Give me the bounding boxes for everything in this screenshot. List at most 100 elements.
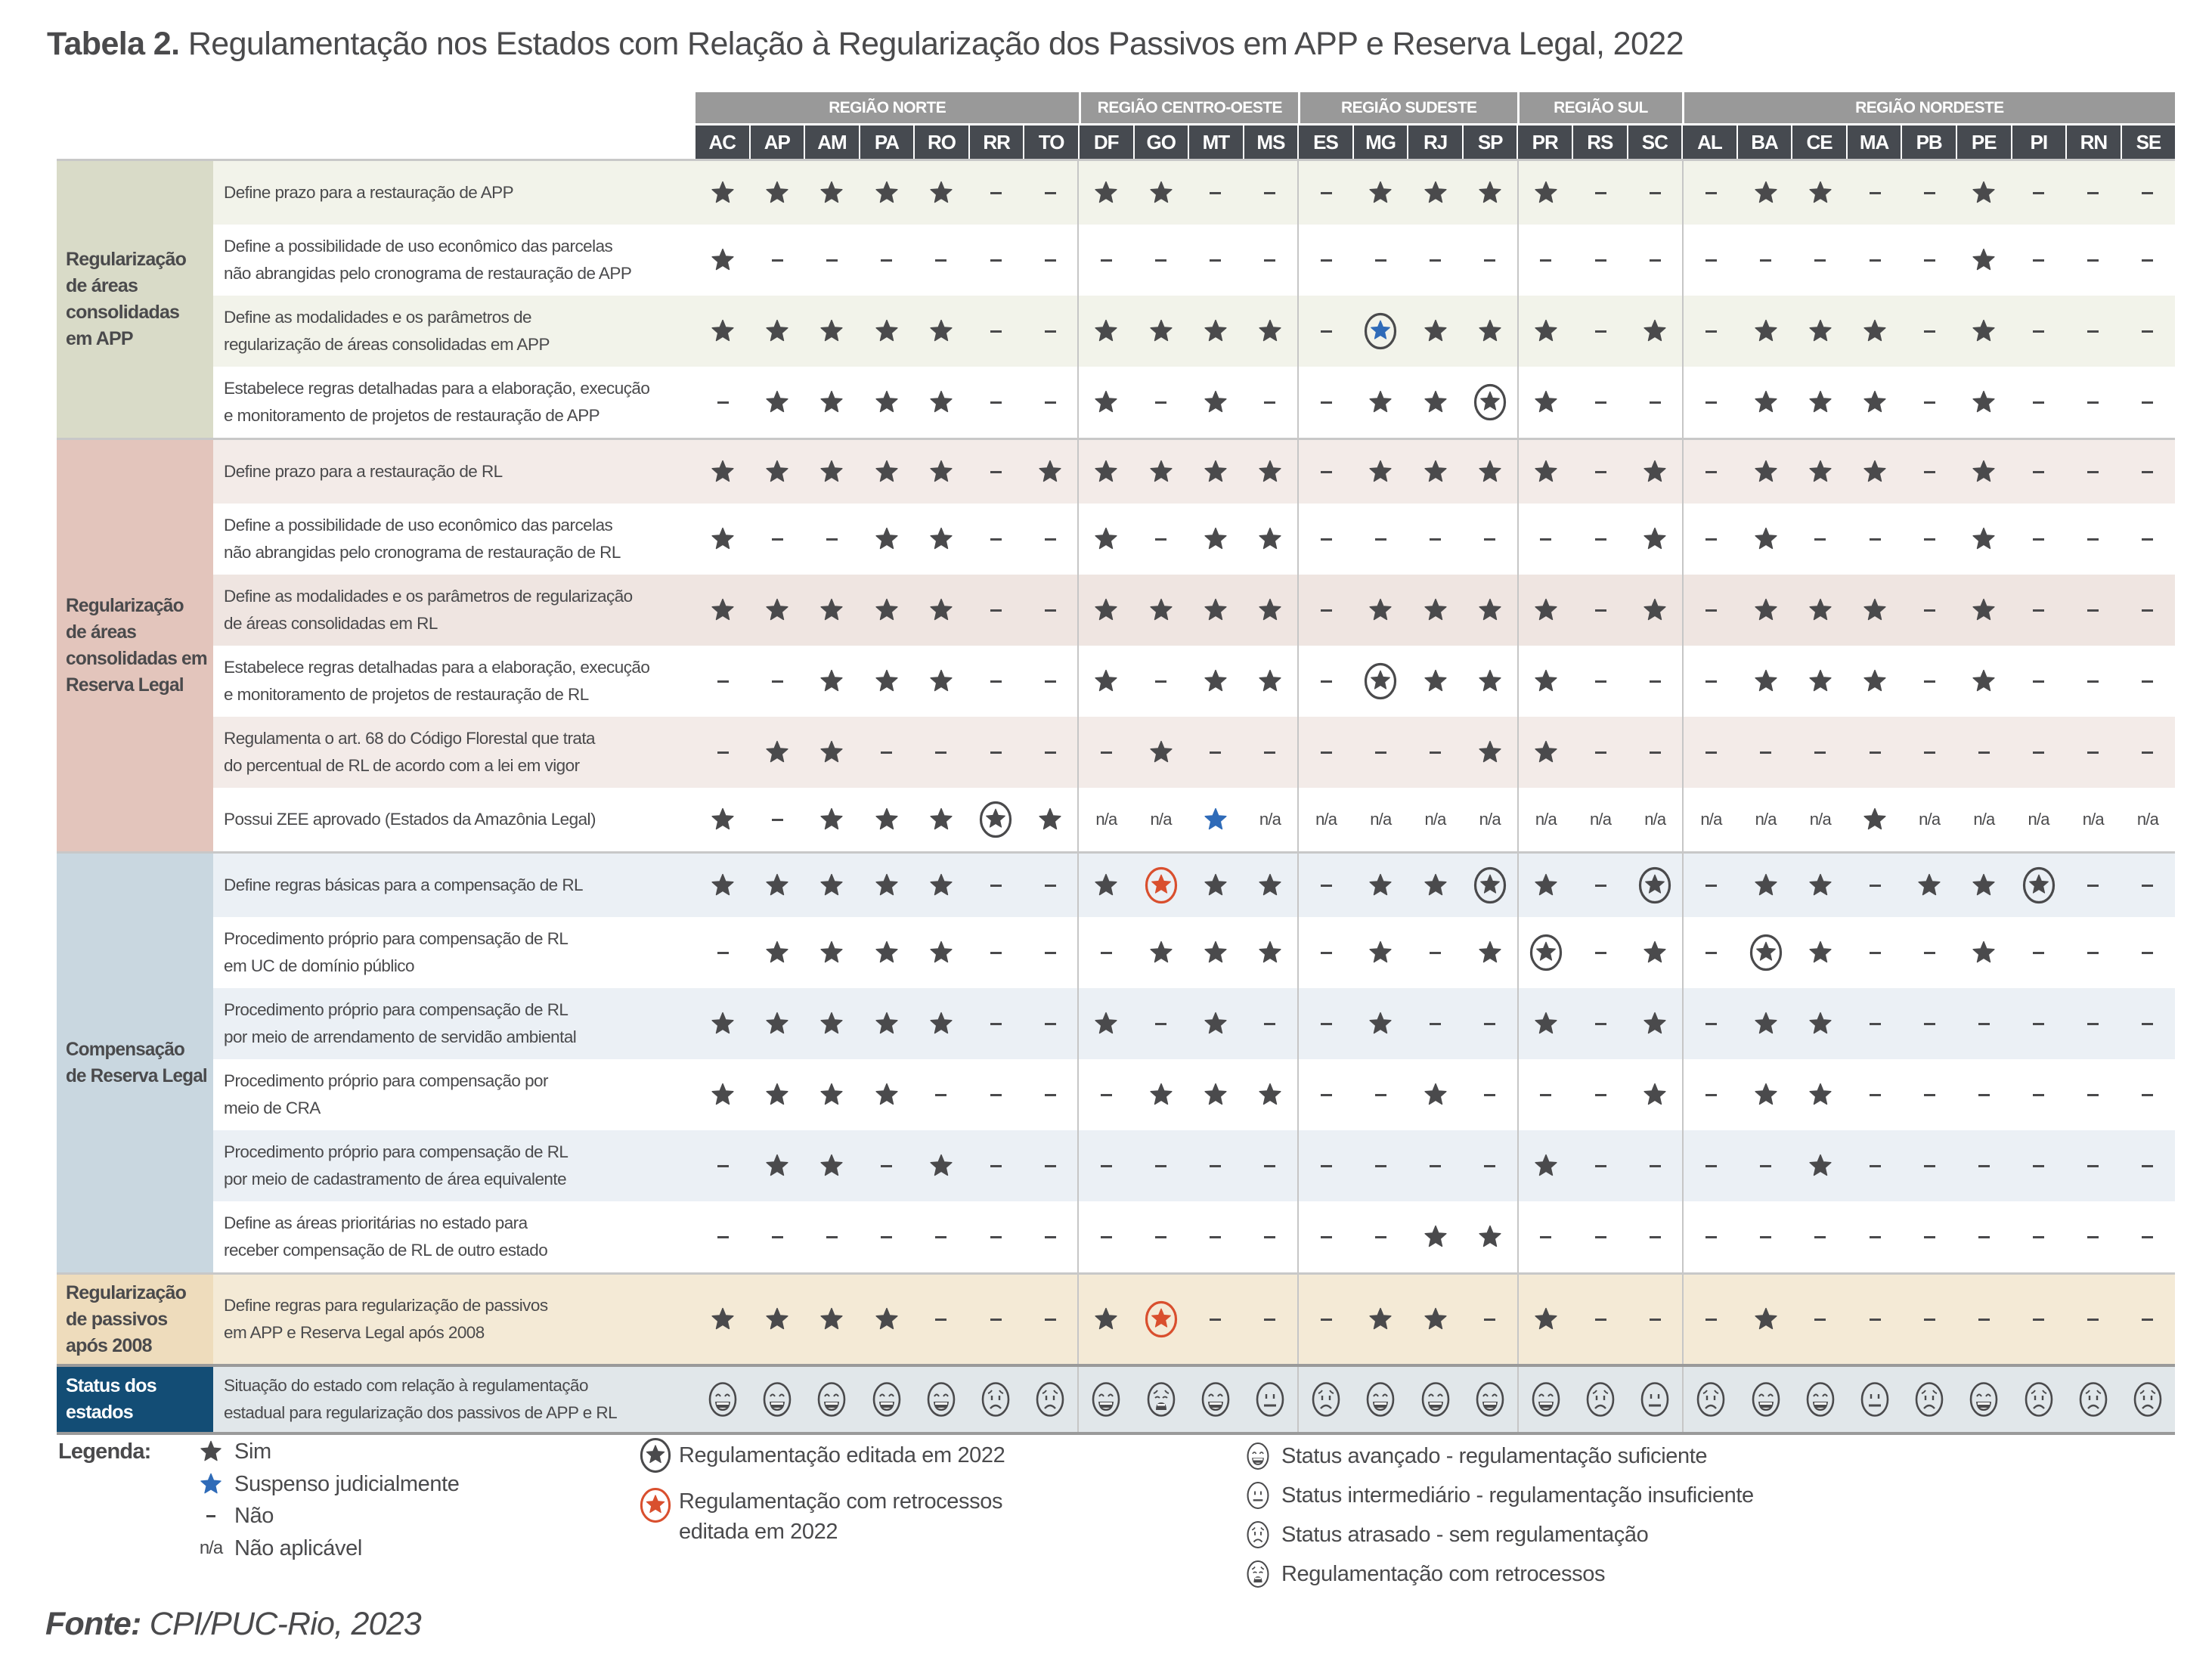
state-cells xyxy=(696,854,2175,917)
face-avancado-icon xyxy=(762,1381,792,1418)
face-avancado-icon xyxy=(1365,1381,1396,1418)
table-cell xyxy=(2012,988,2066,1059)
star-icon xyxy=(1753,318,1779,344)
table-cell xyxy=(914,1130,968,1201)
face-atrasado-icon xyxy=(2133,1381,2163,1418)
row-label: Procedimento próprio para compensação po… xyxy=(224,1071,549,1117)
source-note: Fonte: CPI/PUC-Rio, 2023 xyxy=(45,1606,422,1643)
table-cell xyxy=(2012,161,2066,225)
state-header-se: SE xyxy=(2120,126,2176,159)
status-cell xyxy=(968,1367,1023,1432)
star-icon xyxy=(1971,180,1997,206)
state-cells xyxy=(696,225,2175,296)
dash-icon xyxy=(2087,1093,2099,1096)
state-header-rn: RN xyxy=(2065,126,2121,159)
star-icon xyxy=(1423,597,1448,623)
dash-icon xyxy=(1540,538,1552,541)
table-cell xyxy=(1682,296,1738,367)
table-row: Define as áreas prioritárias no estado p… xyxy=(213,1201,2175,1272)
state-cells xyxy=(696,296,2175,367)
star-icon xyxy=(1642,318,1668,344)
star-icon xyxy=(928,389,954,415)
not-applicable-text: n/a xyxy=(1150,810,1173,829)
table-cell xyxy=(1463,296,1517,367)
table-cell xyxy=(1902,854,1956,917)
table-cell xyxy=(1793,161,1848,225)
state-cells xyxy=(696,1130,2175,1201)
dash-icon xyxy=(1100,751,1112,754)
dash-icon xyxy=(1869,1164,1881,1167)
dash-icon xyxy=(935,751,947,754)
status-cell xyxy=(696,1367,750,1432)
state-header-row: AC AP AM PA RO RR TO DF GO MT MS ES MG RJ SP PR RS SC AL BA… xyxy=(696,123,2176,159)
table-cell xyxy=(804,646,859,717)
state-header-pr: PR xyxy=(1516,126,1572,159)
row-label: Define a possibilidade de uso econômico … xyxy=(224,237,632,283)
table-cell xyxy=(860,917,914,988)
star-icon xyxy=(710,247,736,273)
table-cell xyxy=(1077,917,1133,988)
dash-icon xyxy=(990,191,1002,194)
table-cell xyxy=(1243,717,1297,788)
na-symbol: n/a xyxy=(199,1538,223,1558)
legend-edit-2-icon xyxy=(640,1486,671,1524)
table-cell xyxy=(1793,504,1848,575)
table-cell xyxy=(1902,296,1956,367)
table-cell xyxy=(750,367,804,438)
table-cell xyxy=(1463,575,1517,646)
legend-edit-1-label: Regulamentação editada em 2022 xyxy=(679,1443,1005,1467)
star-icon xyxy=(1477,668,1503,694)
dash-icon xyxy=(1869,1235,1881,1238)
circled-star-icon xyxy=(1749,934,1783,971)
star-icon xyxy=(1148,180,1174,206)
table-cell xyxy=(1134,225,1188,296)
status-cell xyxy=(750,1367,804,1432)
star-icon xyxy=(928,668,954,694)
state-cells xyxy=(696,367,2175,438)
table-cell xyxy=(860,504,914,575)
dash-icon xyxy=(2142,1022,2154,1025)
status-group: Status dos estados Situação do estado com… xyxy=(57,1364,2175,1435)
legend-status-3: Status atrasado - sem regulamentação xyxy=(1242,1520,2172,1550)
table-cell xyxy=(1956,1130,2011,1201)
table-cell xyxy=(1793,1275,1848,1364)
star-icon xyxy=(1093,526,1119,552)
dash-icon xyxy=(2142,1235,2154,1238)
star-icon xyxy=(1753,180,1779,206)
dash-icon xyxy=(1760,1164,1772,1167)
table-cell xyxy=(1077,575,1133,646)
dash-icon xyxy=(1264,1318,1276,1321)
dash-icon xyxy=(1484,259,1496,262)
star-icon xyxy=(710,1082,736,1108)
table-cell xyxy=(1739,225,1793,296)
red-circled-star-icon xyxy=(1145,1300,1178,1338)
dash-icon xyxy=(1155,1164,1167,1167)
status-cell xyxy=(2066,1367,2121,1432)
star-icon xyxy=(1533,318,1559,344)
dash-icon xyxy=(2142,330,2154,333)
dash-icon xyxy=(1594,951,1606,954)
dash-icon xyxy=(1978,751,1990,754)
region-header-1: REGIÃO NORTE xyxy=(696,92,1080,123)
table-row: Estabelece regras detalhadas para a elab… xyxy=(213,646,2175,717)
table-cell xyxy=(1902,440,1956,504)
dash-icon xyxy=(990,609,1002,612)
star-icon xyxy=(710,597,736,623)
dash-icon xyxy=(1210,751,1222,754)
table-cell: n/a xyxy=(1463,788,1517,851)
table-cell xyxy=(2066,988,2121,1059)
table-cell xyxy=(1628,440,1682,504)
star-icon xyxy=(874,940,900,965)
table-body: Regularização de áreas consolidadas em A… xyxy=(57,159,2175,1435)
state-cells xyxy=(696,504,2175,575)
table-cell xyxy=(1793,646,1848,717)
table-cell xyxy=(1463,854,1517,917)
table-cell xyxy=(1516,717,1573,788)
star-icon xyxy=(1257,526,1283,552)
star-icon xyxy=(1257,668,1283,694)
table-cell xyxy=(1628,225,1682,296)
star-icon xyxy=(1808,180,1833,206)
table-cell xyxy=(1353,575,1408,646)
row-label: Define regras básicas para a compensação… xyxy=(224,875,584,894)
table-cell xyxy=(1516,917,1573,988)
